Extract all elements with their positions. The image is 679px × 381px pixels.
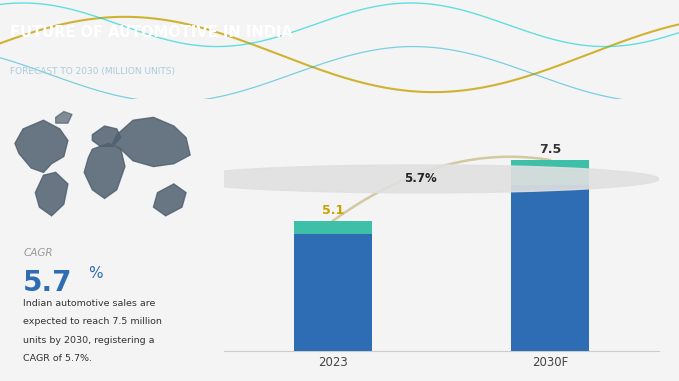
Bar [511, 186, 589, 351]
Text: FUTURE OF AUTOMOTIVE IN INDIA: FUTURE OF AUTOMOTIVE IN INDIA [10, 25, 293, 40]
Legend: Passenger Vehicle, Commercial Vehicle: Passenger Vehicle, Commercial Vehicle [320, 378, 562, 381]
Text: 7.5: 7.5 [539, 143, 561, 156]
Bar [293, 234, 372, 351]
Polygon shape [84, 143, 125, 199]
Bar [293, 221, 372, 234]
Polygon shape [35, 172, 68, 216]
Text: Indian automotive sales are: Indian automotive sales are [23, 299, 155, 308]
Text: 5.7: 5.7 [23, 269, 73, 296]
Text: CAGR: CAGR [23, 248, 53, 258]
Text: %: % [88, 266, 103, 281]
Polygon shape [15, 120, 68, 172]
Text: 5.7%: 5.7% [404, 173, 437, 186]
Text: CAGR of 5.7%.: CAGR of 5.7%. [23, 354, 92, 363]
Polygon shape [56, 112, 72, 123]
Polygon shape [113, 117, 190, 166]
Text: units by 2030, registering a: units by 2030, registering a [23, 336, 155, 345]
Text: expected to reach 7.5 million: expected to reach 7.5 million [23, 317, 162, 326]
Text: 5.1: 5.1 [322, 204, 344, 217]
Polygon shape [153, 184, 186, 216]
Text: FORECAST TO 2030 (MILLION UNITS): FORECAST TO 2030 (MILLION UNITS) [10, 67, 175, 76]
Circle shape [181, 165, 659, 193]
Bar [511, 160, 589, 186]
Polygon shape [92, 126, 121, 146]
